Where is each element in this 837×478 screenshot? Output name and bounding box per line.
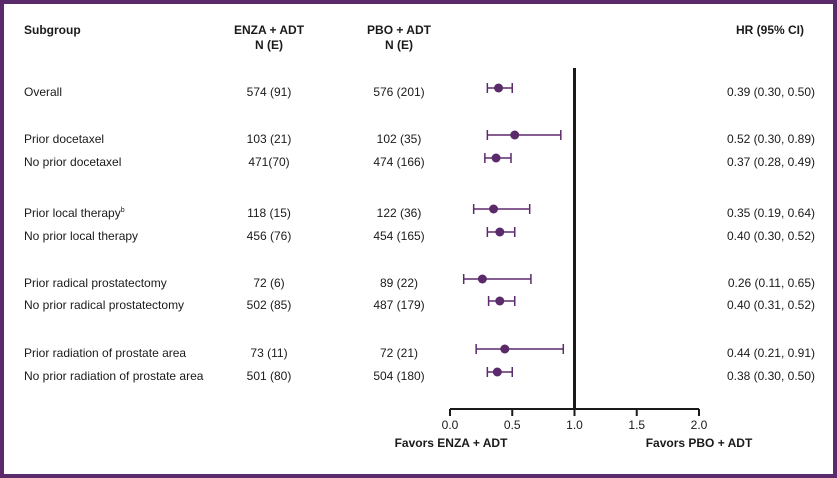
hr-point: [489, 204, 499, 214]
pbo-n-events: 89 (22): [379, 276, 419, 290]
subgroup-label: Prior radiation of prostate area: [24, 346, 186, 360]
hr-point: [495, 296, 505, 306]
enza-n-events: 502 (85): [246, 298, 292, 312]
favors-pbo-label: Favors PBO + ADT: [645, 436, 753, 450]
x-tick-label: 2.0: [691, 418, 708, 432]
hr-ci-value: 0.39 (0.30, 0.50): [726, 85, 815, 99]
subgroup-label-text: No prior local therapy: [24, 229, 139, 243]
subgroup-label: No prior radical prostatectomy: [24, 298, 184, 312]
pbo-n-events: 72 (21): [379, 346, 419, 360]
pbo-n-events: 454 (165): [373, 229, 425, 243]
subgroup-label: No prior docetaxel: [24, 155, 121, 169]
hr-point: [477, 274, 487, 284]
header-subgroup: Subgroup: [24, 23, 81, 37]
hr-point: [510, 130, 520, 140]
footnote-marker: b: [120, 207, 125, 214]
pbo-n-events: 474 (166): [373, 155, 425, 169]
x-tick-label: 1.5: [628, 418, 645, 432]
enza-n-events: 471(70): [248, 155, 290, 169]
subgroup-label-text: Prior docetaxel: [24, 132, 105, 146]
pbo-n-events: 504 (180): [373, 369, 425, 383]
enza-n-events: 574 (91): [246, 85, 292, 99]
enza-n-events: 73 (11): [250, 346, 288, 360]
x-tick-label: 0.0: [442, 418, 459, 432]
header-hr: HR (95% CI): [735, 23, 804, 37]
hr-point: [500, 344, 510, 354]
hr-ci-value: 0.37 (0.28, 0.49): [726, 155, 815, 169]
header-enza-n: N (E): [255, 38, 283, 52]
header-pbo-n: N (E): [385, 38, 413, 52]
hr-ci-value: 0.52 (0.30, 0.89): [726, 132, 815, 146]
subgroup-label-text: Prior local therapy: [24, 206, 121, 220]
subgroup-label: Overall: [24, 85, 62, 99]
subgroup-label: Prior docetaxel: [24, 132, 104, 146]
subgroup-label-text: Prior radical prostatectomy: [24, 276, 167, 290]
subgroup-label: No prior local therapy: [24, 229, 138, 243]
header-enza: ENZA + ADT: [233, 23, 305, 37]
enza-n-events: 103 (21): [246, 132, 292, 146]
hr-point: [495, 227, 505, 237]
enza-n-events: 501 (80): [246, 369, 292, 383]
subgroup-label-text: Overall: [24, 85, 63, 99]
header-pbo: PBO + ADT: [367, 23, 431, 37]
hr-point: [492, 367, 502, 377]
hr-ci-value: 0.40 (0.30, 0.52): [726, 229, 815, 243]
enza-n-events: 456 (76): [246, 229, 292, 243]
hr-ci-value: 0.44 (0.21, 0.91): [726, 346, 815, 360]
hr-ci-value: 0.38 (0.30, 0.50): [726, 369, 815, 383]
pbo-n-events: 122 (36): [376, 206, 422, 220]
subgroup-label-text: No prior radical prostatectomy: [24, 298, 185, 312]
x-tick-label: 1.0: [566, 418, 583, 432]
subgroup-label: Prior local therapyb: [24, 206, 125, 220]
pbo-n-events: 576 (201): [373, 85, 425, 99]
pbo-n-events: 487 (179): [373, 298, 425, 312]
pbo-n-events: 102 (35): [376, 132, 422, 146]
hr-point: [491, 153, 501, 163]
enza-n-events: 118 (15): [247, 206, 291, 220]
hr-ci-value: 0.26 (0.11, 0.65): [727, 276, 815, 290]
favors-enza-label: Favors ENZA + ADT: [394, 436, 508, 450]
subgroup-label: No prior radiation of prostate area: [24, 369, 203, 383]
hr-point: [494, 83, 504, 93]
subgroup-label-text: No prior radiation of prostate area: [24, 369, 204, 383]
x-tick-label: 0.5: [504, 418, 521, 432]
enza-n-events: 72 (6): [253, 276, 285, 290]
hr-ci-value: 0.40 (0.31, 0.52): [726, 298, 815, 312]
subgroup-label: Prior radical prostatectomy: [24, 276, 167, 290]
subgroup-label-text: Prior radiation of prostate area: [24, 346, 187, 360]
subgroup-label-text: No prior docetaxel: [24, 155, 122, 169]
hr-ci-value: 0.35 (0.19, 0.64): [726, 206, 815, 220]
